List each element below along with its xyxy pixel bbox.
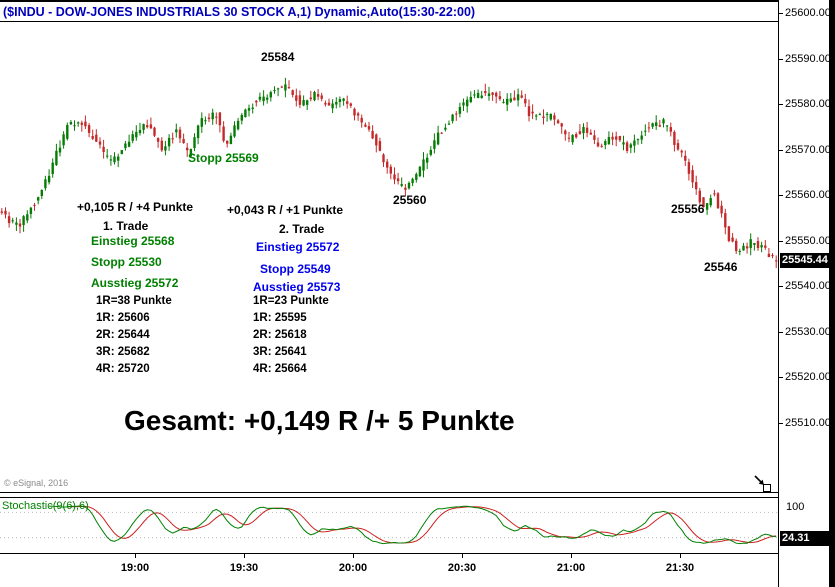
trade2-target-1r: 1R: 25595 xyxy=(253,312,307,324)
time-tick xyxy=(571,554,572,558)
time-tick-label: 20:30 xyxy=(447,562,477,574)
trade1-stopp: Stopp 25530 xyxy=(91,255,162,269)
trade2-target-2r: 2R: 25618 xyxy=(253,329,307,341)
price-tick-label: 25570.00 xyxy=(785,144,831,156)
trade2-title: 2. Trade xyxy=(279,222,325,236)
price-tick xyxy=(779,332,783,333)
trade1-title: 1. Trade xyxy=(103,219,149,233)
trade1-target-1r: 1R: 25606 xyxy=(96,312,150,324)
annotation-swing-556: 25556 xyxy=(671,202,705,216)
time-tick-label: 20:00 xyxy=(338,562,368,574)
indicator-label: Stochastic(9(6),6) xyxy=(2,500,89,512)
annotation-swing-high: 25584 xyxy=(261,50,295,64)
time-tick xyxy=(680,554,681,558)
time-tick-label: 21:30 xyxy=(665,562,695,574)
trade1-target-4r: 4R: 25720 xyxy=(96,363,150,375)
price-tick xyxy=(779,104,783,105)
last-price-box: 25545.44 xyxy=(780,253,829,268)
trade1-einstieg: Einstieg 25568 xyxy=(91,234,175,248)
window-top-edge xyxy=(0,0,835,2)
time-tick-label: 19:00 xyxy=(120,562,150,574)
price-tick-label: 25550.00 xyxy=(785,235,831,247)
trade1-target-3r: 3R: 25682 xyxy=(96,346,150,358)
price-tick-label: 25540.00 xyxy=(785,280,831,292)
trade2-r-info: 1R=23 Punkte xyxy=(253,295,329,307)
price-tick xyxy=(779,59,783,60)
pane-separator-bottom[interactable] xyxy=(0,497,829,498)
price-tick xyxy=(779,195,783,196)
price-tick-label: 25560.00 xyxy=(785,189,831,201)
trade2-result: +0,043 R / +1 Punkte xyxy=(227,203,344,217)
price-tick xyxy=(779,150,783,151)
price-tick-label: 25580.00 xyxy=(785,98,831,110)
time-tick xyxy=(462,554,463,558)
pane-separator-top[interactable] xyxy=(0,492,829,493)
time-tick xyxy=(353,554,354,558)
time-axis-line xyxy=(0,553,829,554)
annotation-stopp-note: Stopp 25569 xyxy=(188,151,259,165)
chart-titlebar: ($INDU - DOW-JONES INDUSTRIALS 30 STOCK … xyxy=(0,2,778,21)
price-tick xyxy=(779,423,783,424)
trade2-einstieg: Einstieg 25572 xyxy=(256,240,340,254)
trade1-result: +0,105 R / +4 Punkte xyxy=(77,200,194,214)
trade2-target-3r: 3R: 25641 xyxy=(253,346,307,358)
time-tick-label: 19:30 xyxy=(229,562,259,574)
price-tick xyxy=(779,377,783,378)
price-tick-label: 25530.00 xyxy=(785,326,831,338)
window-right-edge xyxy=(829,0,835,587)
price-tick xyxy=(779,13,783,14)
pane-resize-cursor-icon xyxy=(754,475,771,492)
time-tick-label: 21:00 xyxy=(556,562,586,574)
trade2-target-4r: 4R: 25664 xyxy=(253,363,307,375)
trade2-ausstieg: Ausstieg 25573 xyxy=(253,280,341,294)
price-tick-label: 25600.00 xyxy=(785,7,831,19)
time-tick xyxy=(244,554,245,558)
copyright-note: © eSignal, 2016 xyxy=(4,478,69,488)
time-tick xyxy=(135,554,136,558)
stochastic-value-box: 24.31 xyxy=(780,531,829,546)
chart-annotations: 25584 Stopp 25569 +0,105 R / +4 Punkte 1… xyxy=(4,50,738,488)
gesamt-summary: Gesamt: +0,149 R /+ 5 Punkte xyxy=(124,405,515,436)
price-tick-label: 25510.00 xyxy=(785,417,831,429)
chart-title: ($INDU - DOW-JONES INDUSTRIALS 30 STOCK … xyxy=(3,5,476,19)
price-scale[interactable]: 25545.44 100 24.31 25600.00 25590.00 25580… xyxy=(778,0,831,587)
price-tick-label: 25590.00 xyxy=(785,53,831,65)
stochastic-indicator-chart[interactable] xyxy=(0,498,778,553)
titlebar-divider xyxy=(0,21,778,22)
trade2-stopp: Stopp 25549 xyxy=(260,262,331,276)
annotation-swing-546: 25546 xyxy=(704,260,738,274)
trade1-ausstieg: Ausstieg 25572 xyxy=(91,276,179,290)
stochastic-scale-top-label: 100 xyxy=(786,501,805,513)
time-axis[interactable]: 19:00 19:30 20:00 20:30 21:00 21:30 xyxy=(0,554,778,587)
candlestick-chart[interactable] xyxy=(0,22,778,492)
price-tick xyxy=(779,286,783,287)
price-tick xyxy=(779,241,783,242)
trade1-r-info: 1R=38 Punkte xyxy=(96,295,172,307)
annotation-swing-low: 25560 xyxy=(393,193,427,207)
price-tick-label: 25520.00 xyxy=(785,371,831,383)
trade1-target-2r: 2R: 25644 xyxy=(96,329,150,341)
